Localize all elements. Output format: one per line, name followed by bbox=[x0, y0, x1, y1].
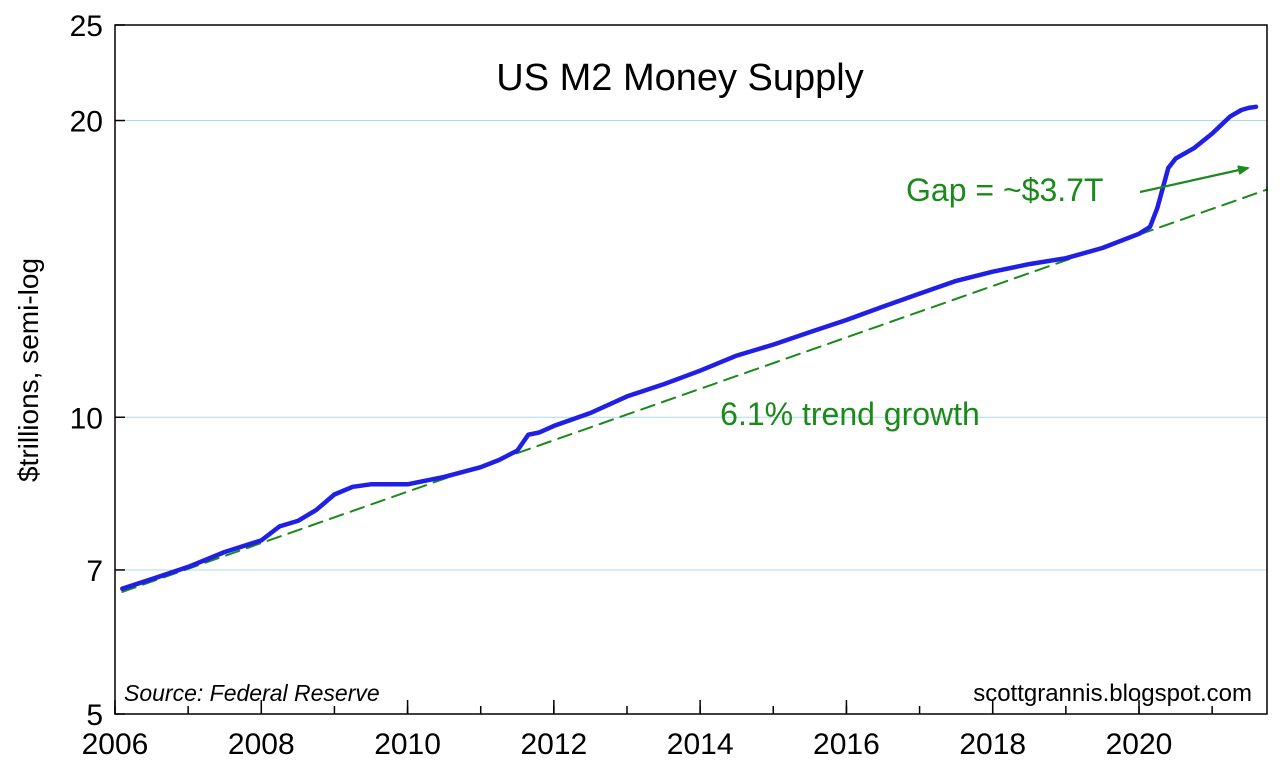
x-tick-label: 2008 bbox=[228, 728, 295, 761]
y-tick-label: 5 bbox=[86, 699, 103, 732]
x-tick-label: 2020 bbox=[1106, 728, 1173, 761]
plot-frame bbox=[114, 24, 1268, 715]
source-note: Source: Federal Reserve bbox=[124, 680, 380, 706]
y-tick-label: 7 bbox=[86, 555, 103, 588]
gridlines bbox=[115, 120, 1267, 571]
ticks: 5 7 10 20 25 2006 2008 2010 2012 2014 2016 2018 2020 bbox=[70, 10, 1213, 761]
gap-label: Gap = ~$3.7T bbox=[906, 172, 1103, 208]
chart-title: US M2 Money Supply bbox=[496, 57, 864, 99]
credit-note: scottgrannis.blogspot.com bbox=[973, 680, 1252, 707]
series-layer bbox=[120, 104, 1268, 593]
y-tick-label: 10 bbox=[70, 402, 103, 435]
y-axis-label: $trillions, semi-log bbox=[13, 258, 44, 482]
gap-arrow bbox=[1139, 165, 1250, 194]
x-tick-label: 2016 bbox=[813, 728, 880, 761]
y-tick-label: 25 bbox=[70, 10, 103, 43]
x-tick-label: 2012 bbox=[520, 728, 587, 761]
x-tick-label: 2014 bbox=[667, 728, 734, 761]
x-tick-label: 2018 bbox=[959, 728, 1026, 761]
x-tick-label: 2010 bbox=[374, 728, 441, 761]
x-tick-label: 2006 bbox=[82, 728, 149, 761]
y-tick-label: 20 bbox=[70, 106, 103, 139]
trend-growth-label: 6.1% trend growth bbox=[720, 396, 980, 432]
m2-series-line bbox=[120, 104, 1259, 591]
